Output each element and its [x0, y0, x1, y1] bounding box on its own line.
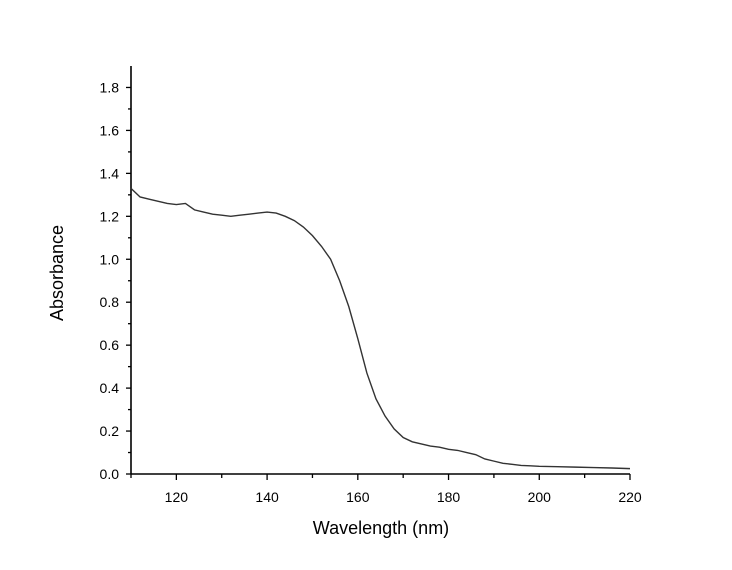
chart-series	[130, 187, 631, 470]
chart-ticks	[126, 86, 631, 480]
y-tick-label: 0.2	[100, 423, 120, 439]
chart-axes	[130, 66, 630, 475]
y-tick-label: 0.6	[100, 337, 120, 353]
x-axis-title: Wavelength (nm)	[313, 518, 449, 538]
y-tick-label: 0.8	[100, 294, 120, 310]
x-tick-label: 140	[255, 489, 279, 505]
y-tick-label: 1.0	[100, 251, 120, 267]
y-tick-label: 1.4	[100, 165, 120, 181]
y-tick-label: 1.6	[100, 122, 120, 138]
x-tick-label: 220	[618, 489, 642, 505]
y-tick-label: 1.2	[100, 208, 120, 224]
x-tick-label: 180	[437, 489, 461, 505]
absorbance-series-line	[130, 187, 631, 470]
y-tick-label: 0.0	[100, 466, 120, 482]
chart-tick-labels: 0.0 0.2 0.4 0.6 0.8 1.0 1.2 1.4 1.6 1.8 120 140 160 1…	[100, 79, 642, 505]
x-tick-label: 160	[346, 489, 370, 505]
y-axis-title: Absorbance	[47, 225, 67, 321]
x-tick-label: 200	[528, 489, 552, 505]
y-tick-label: 1.8	[100, 79, 120, 95]
y-tick-label: 0.4	[100, 380, 120, 396]
x-tick-label: 120	[165, 489, 189, 505]
